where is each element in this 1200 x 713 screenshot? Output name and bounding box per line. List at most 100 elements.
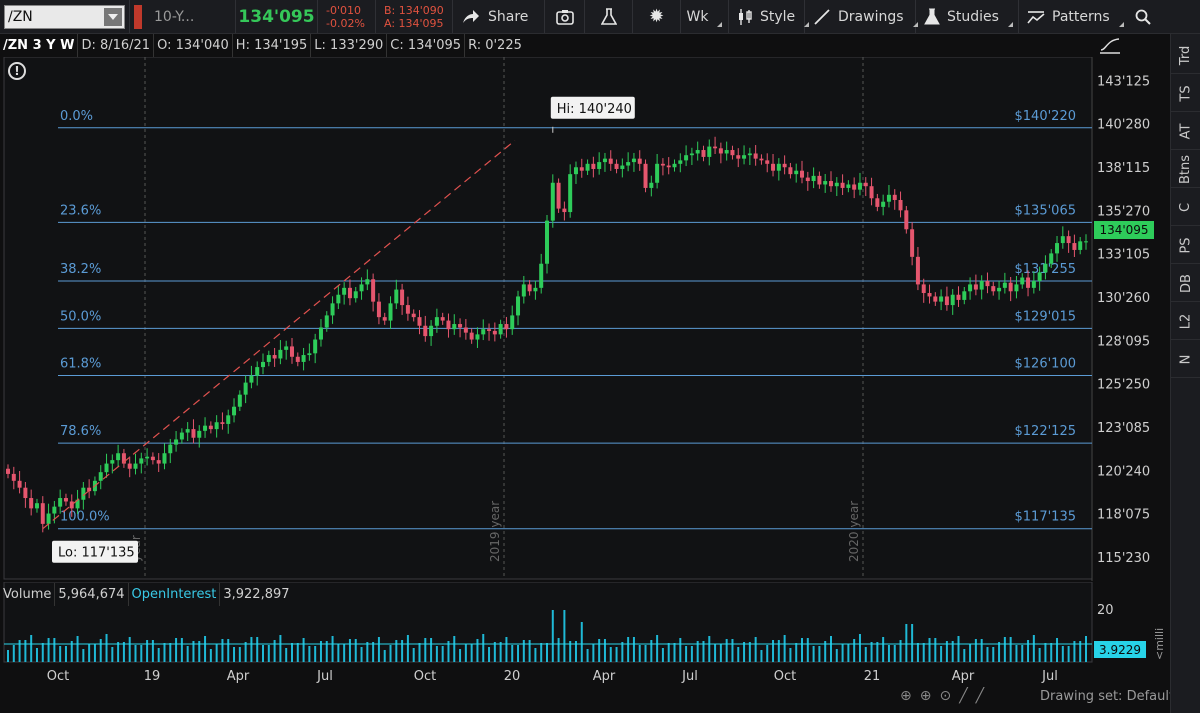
candle-body [898, 199, 903, 211]
style-button[interactable]: Style [729, 0, 810, 33]
candle-body [927, 293, 932, 297]
chevron-down-icon[interactable] [104, 7, 122, 26]
drawing-set-label[interactable]: Drawing set: Default [1040, 689, 1175, 704]
symbol-input[interactable]: /ZN [4, 4, 125, 29]
candle-body [800, 170, 805, 178]
candle-body [400, 289, 405, 306]
volume-label: Volume [0, 583, 56, 606]
candle-body [550, 182, 555, 221]
volume-chart[interactable]: 20 <milli Oct 19 Apr Jul Oct 20 Apr Jul Oct 21 Apr Ju… [0, 582, 1168, 688]
candle-body [597, 162, 602, 169]
side-tab-label: L2 [1178, 313, 1194, 330]
side-tab-ps[interactable]: PS [1171, 228, 1200, 264]
symbol-description: 10-Y... [146, 0, 236, 33]
chart-search-button[interactable] [1129, 0, 1157, 33]
flask-icon [599, 7, 619, 27]
candle-body [63, 498, 68, 502]
crosshair-icon[interactable]: ⊕ [900, 688, 912, 704]
candle-body [179, 432, 184, 440]
candle-body [307, 353, 312, 356]
settings-button[interactable]: ✹ [633, 0, 681, 33]
candle-body [411, 313, 416, 318]
candle-body [771, 163, 776, 171]
year-marker-label: 2020 year [847, 501, 861, 562]
side-tab-trd[interactable]: Trd [1171, 38, 1200, 74]
share-button[interactable]: Share [453, 0, 545, 33]
candle-body [707, 146, 712, 157]
candle-body [533, 287, 538, 292]
candle-body [730, 150, 735, 156]
candle-body [1055, 243, 1060, 254]
candle-body [249, 375, 254, 383]
aggregation-label: Wk [686, 8, 709, 25]
plot-area [3, 57, 1093, 580]
candle-body [979, 280, 984, 290]
side-tab-label: Btns [1178, 154, 1194, 185]
year-marker-label: 2019 year [488, 501, 502, 562]
net-change: -0'010 [326, 3, 361, 17]
side-tab-db[interactable]: DB [1171, 266, 1200, 302]
studies-label: Studies [947, 8, 999, 25]
candle-body [469, 332, 474, 340]
y-tick-label: 140'280 [1097, 118, 1150, 133]
drawing-tool-icon[interactable] [1098, 37, 1122, 55]
side-tab-c[interactable]: C [1171, 190, 1200, 226]
candle-body [643, 163, 648, 188]
candle-body [365, 279, 370, 285]
candle-body [962, 291, 967, 300]
flask-button[interactable] [585, 0, 633, 33]
last-price: 134'095 [236, 0, 318, 33]
candle-body [382, 317, 387, 321]
candle-body [405, 305, 410, 314]
alert-icon[interactable]: ! [8, 62, 26, 80]
camera-icon [555, 7, 575, 27]
toolbar: /ZN 10-Y... 134'095 -0'010 -0.02% B: 134… [0, 0, 1200, 34]
line-icon[interactable]: ╱ [959, 688, 968, 704]
crosshair-icon[interactable]: ⊕ [919, 688, 932, 704]
symbol-selector[interactable]: /ZN [0, 0, 130, 33]
share-label: Share [488, 8, 529, 25]
search-icon [1135, 7, 1151, 27]
candle-body [678, 160, 683, 164]
aggregation-button[interactable]: Wk [681, 0, 729, 33]
x-tick-label: 21 [864, 669, 881, 684]
target-icon[interactable]: ⊙ [939, 688, 952, 704]
candle-body [753, 153, 758, 159]
side-tab-l2[interactable]: L2 [1171, 304, 1200, 340]
y-tick-label: 120'240 [1097, 464, 1150, 479]
studies-button[interactable]: Studies [916, 0, 1019, 33]
candle-body [318, 327, 323, 340]
candle-body [805, 177, 810, 182]
side-tab-ts[interactable]: TS [1171, 76, 1200, 112]
candle-body [788, 167, 793, 175]
fib-percent-label: 38.2% [60, 262, 101, 277]
candle-body [991, 286, 996, 292]
line-icon[interactable]: ╱ [975, 688, 985, 704]
candle-body [910, 229, 915, 257]
side-tab-btns[interactable]: Btns [1171, 152, 1200, 188]
drawings-button[interactable]: Drawings [805, 0, 918, 33]
candlestick-icon [737, 7, 753, 27]
side-tab-at[interactable]: AT [1171, 114, 1200, 150]
side-tab-label: DB [1178, 274, 1194, 293]
link-color-chip[interactable] [134, 4, 142, 29]
candle-body [545, 220, 549, 264]
snapshot-button[interactable] [545, 0, 585, 33]
candle-body [591, 163, 596, 169]
candle-body [232, 406, 237, 416]
patterns-button[interactable]: Patterns [1019, 0, 1129, 33]
candle-body [1008, 282, 1013, 292]
candle-body [324, 315, 329, 328]
candle-body [608, 158, 613, 164]
candle-body [689, 153, 694, 156]
candle-body [40, 503, 45, 524]
x-tick-label: 19 [144, 669, 161, 684]
candle-body [174, 439, 179, 445]
candle-body [742, 155, 747, 159]
candle-body [602, 158, 607, 163]
candle-body [110, 460, 115, 464]
candle-body [701, 150, 706, 157]
candle-body [475, 334, 480, 340]
side-tab-n[interactable]: N [1171, 342, 1200, 378]
